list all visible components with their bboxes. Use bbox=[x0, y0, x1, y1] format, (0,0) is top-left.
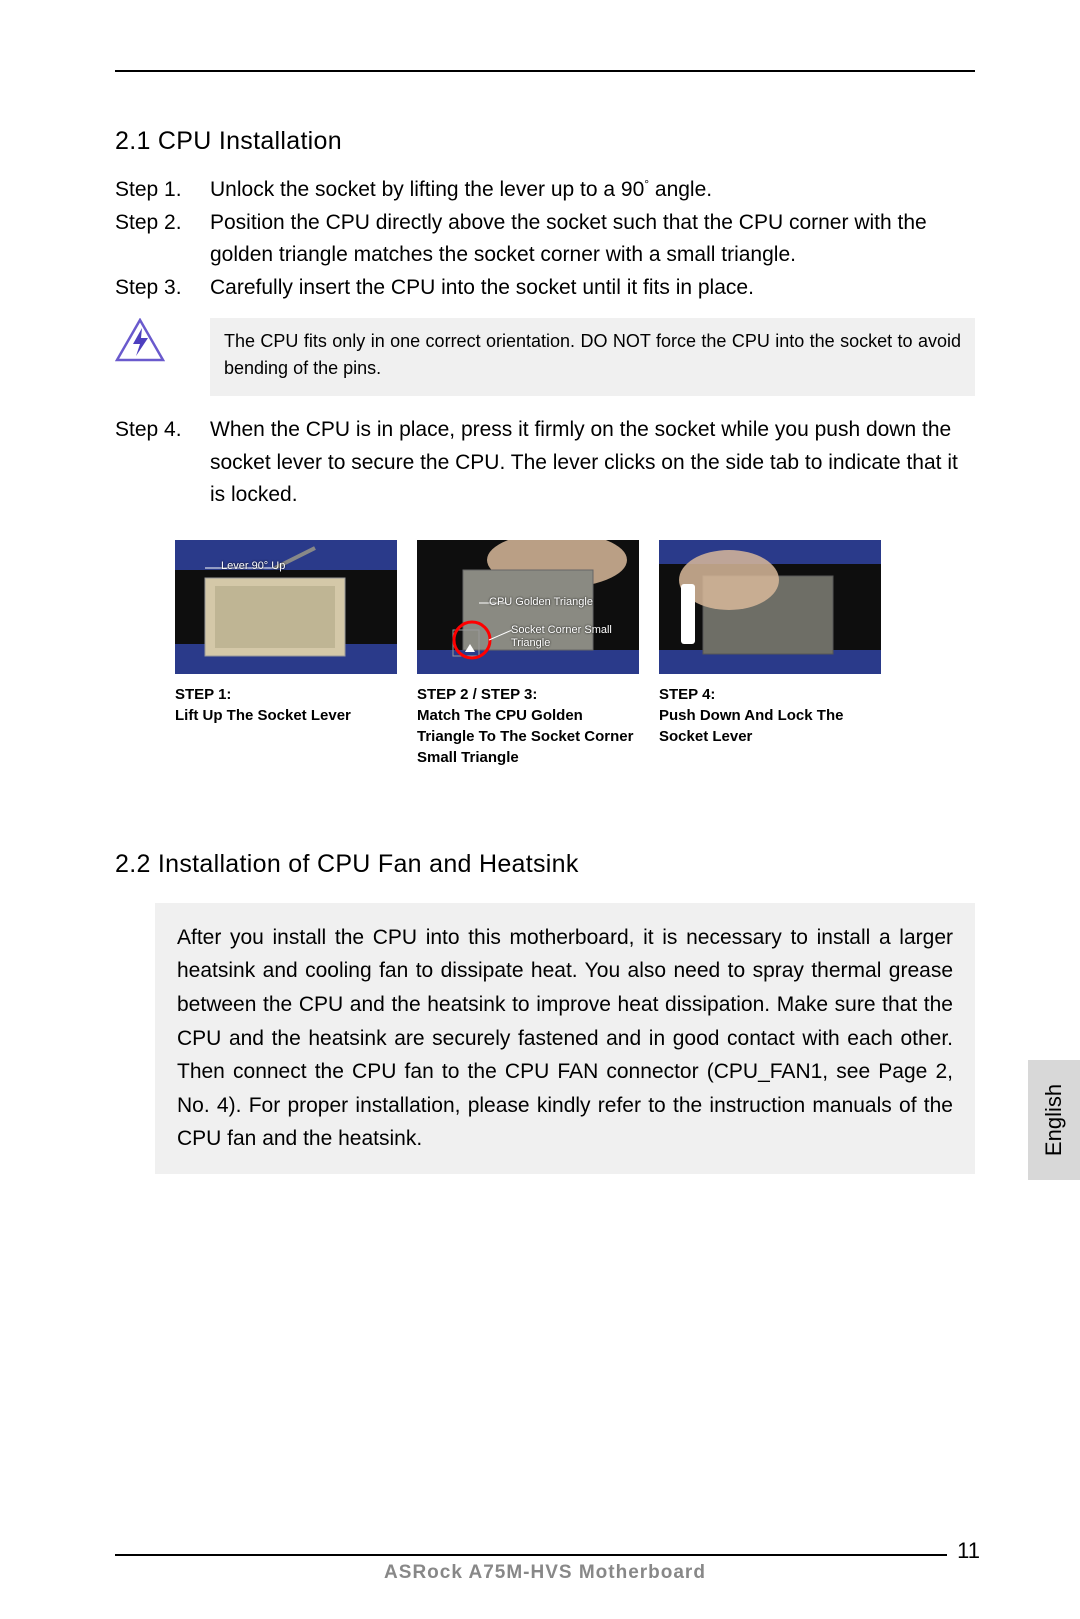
step-row-4: Step 4. When the CPU is in place, press … bbox=[115, 414, 975, 512]
heatsink-info-box: After you install the CPU into this moth… bbox=[155, 903, 975, 1174]
section-2-2: 2.2 Installation of CPU Fan and Heatsink… bbox=[115, 850, 975, 1174]
photo2-cap-title: STEP 2 / STEP 3: bbox=[417, 684, 639, 705]
step1-post: angle. bbox=[649, 178, 712, 201]
install-photo-3 bbox=[659, 540, 881, 674]
photo3-cap-body: Push Down And Lock The Socket Lever bbox=[659, 705, 881, 747]
photo2-cap-body: Match The CPU Golden Triangle To The Soc… bbox=[417, 705, 639, 768]
step-label: Step 3. bbox=[115, 272, 210, 305]
step-text: Carefully insert the CPU into the socket… bbox=[210, 272, 975, 305]
photo3-cap-title: STEP 4: bbox=[659, 684, 881, 705]
photos-row: Lever 90° Up STEP 1: Lift Up The Socket … bbox=[175, 540, 975, 768]
section-title-2-2: 2.2 Installation of CPU Fan and Heatsink bbox=[115, 850, 975, 879]
step-text: When the CPU is in place, press it firml… bbox=[210, 414, 975, 512]
step1-pre: Unlock the socket by lifting the lever u… bbox=[210, 178, 644, 201]
photo1-cap-body: Lift Up The Socket Lever bbox=[175, 705, 397, 726]
steps-block: Step 1. Unlock the socket by lifting the… bbox=[115, 174, 975, 304]
warning-icon-wrap bbox=[115, 318, 210, 362]
photo1-cap-title: STEP 1: bbox=[175, 684, 397, 705]
photo2-overlay1: CPU Golden Triangle bbox=[489, 596, 593, 608]
top-rule bbox=[115, 70, 975, 72]
section-title-2-1: 2.1 CPU Installation bbox=[115, 127, 975, 156]
photo-col-3: STEP 4: Push Down And Lock The Socket Le… bbox=[659, 540, 881, 768]
warning-row: The CPU fits only in one correct orienta… bbox=[115, 318, 975, 396]
step-label: Step 2. bbox=[115, 207, 210, 272]
step-row-3: Step 3. Carefully insert the CPU into th… bbox=[115, 272, 975, 305]
install-photo-1: Lever 90° Up bbox=[175, 540, 397, 674]
language-tab: English bbox=[1028, 1060, 1080, 1180]
photo2-overlay2: Socket Corner Small bbox=[511, 624, 612, 636]
warning-text: The CPU fits only in one correct orienta… bbox=[210, 318, 975, 396]
install-photo-2: CPU Golden Triangle Socket Corner Small … bbox=[417, 540, 639, 674]
photo3-caption: STEP 4: Push Down And Lock The Socket Le… bbox=[659, 684, 881, 747]
photo2-caption: STEP 2 / STEP 3: Match The CPU Golden Tr… bbox=[417, 684, 639, 768]
step-text: Position the CPU directly above the sock… bbox=[210, 207, 975, 272]
photo2-overlay3: Triangle bbox=[511, 637, 550, 649]
step-row-1: Step 1. Unlock the socket by lifting the… bbox=[115, 174, 975, 207]
step-text: Unlock the socket by lifting the lever u… bbox=[210, 174, 975, 207]
photo-col-1: Lever 90° Up STEP 1: Lift Up The Socket … bbox=[175, 540, 397, 768]
step-label: Step 1. bbox=[115, 174, 210, 207]
step-label: Step 4. bbox=[115, 414, 210, 512]
photo-col-2: CPU Golden Triangle Socket Corner Small … bbox=[417, 540, 639, 768]
step-row-2: Step 2. Position the CPU directly above … bbox=[115, 207, 975, 272]
page-number: 11 bbox=[947, 1538, 980, 1564]
footer-rule: 11 bbox=[115, 1554, 975, 1556]
language-tab-text: English bbox=[1041, 1084, 1067, 1156]
photo1-caption: STEP 1: Lift Up The Socket Lever bbox=[175, 684, 397, 726]
footer: 11 ASRock A75M-HVS Motherboard bbox=[115, 1554, 975, 1584]
footer-label: ASRock A75M-HVS Motherboard bbox=[115, 1562, 975, 1584]
photo1-overlay: Lever 90° Up bbox=[221, 560, 285, 572]
lightning-warning-icon bbox=[115, 318, 165, 362]
